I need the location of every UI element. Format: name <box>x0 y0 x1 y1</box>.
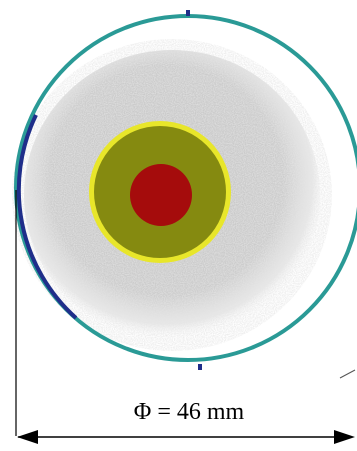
dimension-tick-right <box>339 369 356 379</box>
arrow-right-head <box>334 430 355 444</box>
red-core <box>130 164 192 226</box>
arrow-left-head <box>17 430 38 444</box>
ring-top-tick <box>186 10 190 16</box>
dimension-line <box>15 190 356 444</box>
dimension-label: Φ = 46 mm <box>134 399 245 425</box>
outer-ring-left-arc <box>16 114 78 320</box>
ring-bottom-tick <box>198 364 202 370</box>
